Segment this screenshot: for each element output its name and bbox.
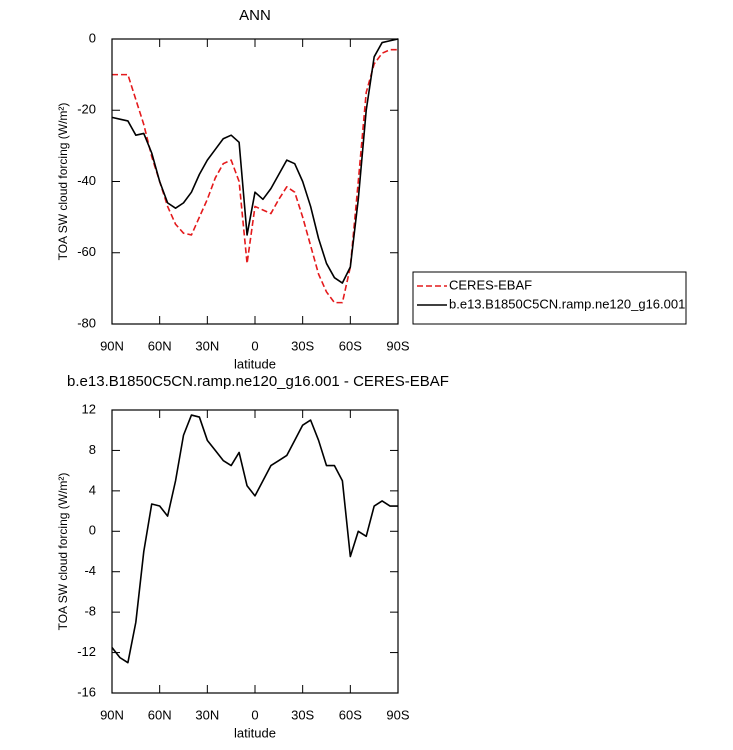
y-tick-label: -12	[77, 644, 96, 659]
chart-title: b.e13.B1850C5CN.ramp.ne120_g16.001 - CER…	[67, 373, 449, 390]
plot-frame	[111, 409, 399, 694]
y-tick-label: -16	[77, 684, 96, 699]
y-tick-label: 8	[89, 442, 96, 457]
y-tick-label: -4	[84, 563, 96, 578]
data-line	[111, 38, 399, 284]
x-tick-label: 0	[251, 707, 258, 722]
y-tick-label: -8	[84, 604, 96, 619]
x-tick-label: 0	[251, 338, 258, 353]
x-tick-label: 90S	[386, 707, 409, 722]
x-tick-label: 60N	[148, 338, 172, 353]
x-tick-label: 60N	[148, 707, 172, 722]
x-tick-label: 90N	[100, 338, 124, 353]
x-axis-label: latitude	[234, 725, 276, 740]
data-line	[112, 48, 398, 304]
plot-frame	[111, 38, 399, 325]
y-tick-label: -80	[77, 315, 96, 330]
y-tick-label: -20	[77, 102, 96, 117]
x-tick-label: 90N	[100, 707, 124, 722]
y-tick-label: -40	[77, 173, 96, 188]
y-tick-label: 0	[89, 523, 96, 538]
x-tick-label: 30S	[291, 707, 314, 722]
x-tick-label: 60S	[339, 338, 362, 353]
y-axis-label: TOA SW cloud forcing (W/m²)	[56, 103, 70, 261]
legend-label: b.e13.B1850C5CN.ramp.ne120_g16.001	[449, 296, 685, 311]
x-tick-label: 30S	[291, 338, 314, 353]
x-tick-label: 30N	[195, 338, 219, 353]
data-line	[111, 414, 398, 664]
y-tick-label: 12	[82, 401, 96, 416]
x-axis-label: latitude	[234, 356, 276, 371]
y-tick-label: -60	[77, 244, 96, 259]
x-tick-label: 30N	[195, 707, 219, 722]
y-tick-label: 4	[89, 482, 96, 497]
chart-title: ANN	[239, 7, 271, 24]
legend-box	[412, 271, 687, 325]
x-tick-label: 90S	[386, 338, 409, 353]
y-axis-label: TOA SW cloud forcing (W/m²)	[56, 473, 70, 631]
y-tick-label: 0	[89, 30, 96, 45]
legend-label: CERES-EBAF	[449, 277, 532, 292]
x-tick-label: 60S	[339, 707, 362, 722]
